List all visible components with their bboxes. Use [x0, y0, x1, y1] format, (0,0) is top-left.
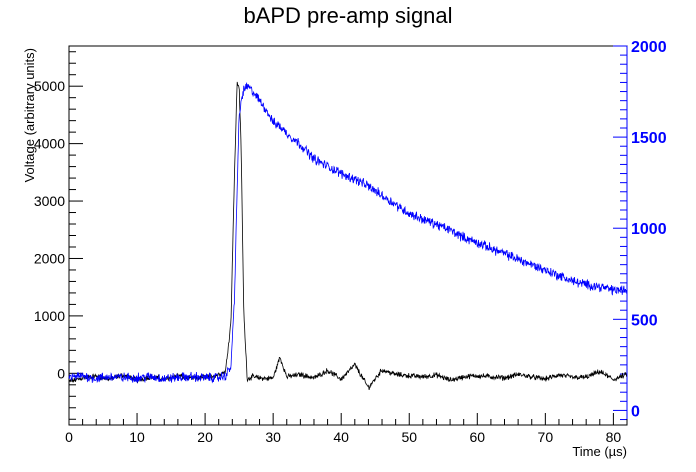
- x-tick-label: 10: [129, 429, 145, 445]
- x-axis: 0 10 20 30 40 50 60 70 80: [65, 413, 628, 445]
- x-tick-label: 60: [470, 429, 486, 445]
- left-tick-label: 3000: [34, 193, 65, 209]
- left-tick-label: 5000: [34, 78, 65, 94]
- x-tick-label: 0: [65, 429, 73, 445]
- x-tick-label: 70: [538, 429, 554, 445]
- x-tick-label: 30: [265, 429, 281, 445]
- x-tick-label: 80: [606, 429, 622, 445]
- left-tick-label: 0: [57, 365, 65, 381]
- left-y-axis: 0 1000 2000 3000 4000 5000: [34, 51, 83, 420]
- plot-frame: [68, 45, 628, 426]
- series-layer: [68, 81, 628, 390]
- x-axis-label: Time (µs): [572, 444, 627, 459]
- y-axis-label: Voltage (arbitrary units): [22, 48, 37, 182]
- chart-title: bAPD pre-amp signal: [243, 3, 452, 28]
- series-line-blue: [68, 82, 628, 384]
- x-tick-label: 40: [333, 429, 349, 445]
- x-tick-label: 50: [401, 429, 417, 445]
- right-tick-label: 2000: [631, 39, 667, 56]
- right-tick-label: 1500: [631, 130, 667, 147]
- series-line-black: [68, 81, 628, 390]
- left-tick-label: 4000: [34, 136, 65, 152]
- right-tick-label: 0: [631, 403, 640, 420]
- x-tick-label: 20: [197, 429, 213, 445]
- right-y-axis: 0 500 1000 1500 2000: [613, 39, 667, 425]
- left-tick-label: 1000: [34, 308, 65, 324]
- right-tick-label: 1000: [631, 221, 667, 238]
- left-tick-label: 2000: [34, 250, 65, 266]
- right-tick-label: 500: [631, 312, 658, 329]
